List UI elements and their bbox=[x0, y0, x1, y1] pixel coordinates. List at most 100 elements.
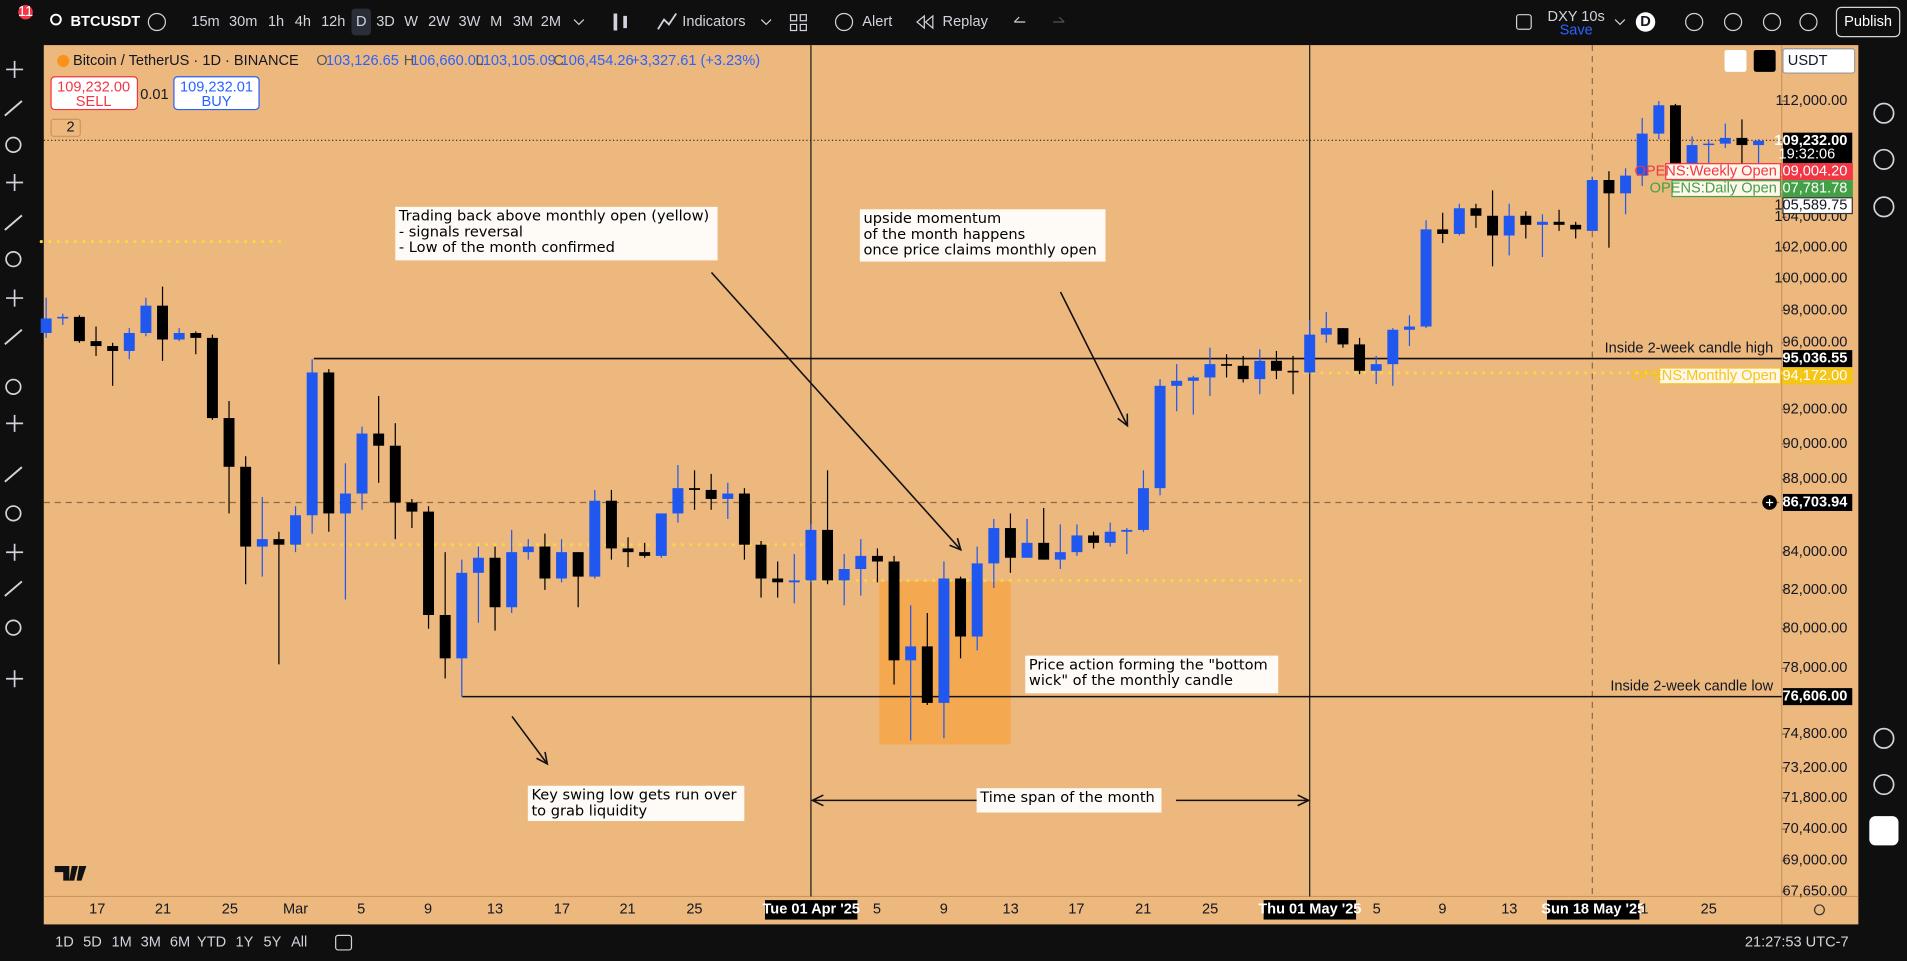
compare-symbol[interactable]: DXY 10s bbox=[1548, 9, 1605, 25]
interval-button[interactable]: 3W bbox=[459, 14, 481, 30]
candle-body bbox=[173, 333, 185, 340]
interval-active-bg bbox=[351, 8, 371, 36]
dot bbox=[1119, 578, 1123, 582]
toolbar-icon[interactable] bbox=[1799, 12, 1818, 32]
tool-icon[interactable] bbox=[6, 670, 24, 688]
tool-icon[interactable] bbox=[4, 214, 23, 231]
tool-icon[interactable] bbox=[4, 328, 23, 346]
layout-checkbox[interactable] bbox=[1515, 14, 1532, 30]
interval-button[interactable]: 30m bbox=[229, 14, 257, 30]
interval-button[interactable]: 15m bbox=[191, 14, 219, 30]
range-button[interactable]: 5D bbox=[83, 935, 102, 951]
replay-button[interactable]: Replay bbox=[943, 14, 989, 30]
dot bbox=[1388, 371, 1392, 375]
chevron[interactable] bbox=[760, 19, 772, 26]
add-symbol[interactable] bbox=[147, 12, 167, 32]
chevron[interactable] bbox=[1614, 19, 1626, 26]
interval-button[interactable]: 2W bbox=[428, 14, 450, 30]
candle-body bbox=[323, 372, 335, 514]
clock: 21:27:53 UTC-7 bbox=[1745, 935, 1849, 951]
range-button[interactable]: 1Y bbox=[236, 935, 254, 951]
side-icon[interactable] bbox=[1873, 196, 1895, 218]
publish-button[interactable] bbox=[1835, 6, 1901, 38]
toolbar-icon[interactable] bbox=[1685, 12, 1704, 32]
tool-icon[interactable] bbox=[5, 136, 22, 153]
interval-button[interactable]: M bbox=[490, 14, 502, 30]
range-button[interactable]: All bbox=[291, 935, 307, 951]
avatar[interactable] bbox=[1635, 12, 1656, 32]
alert-button[interactable]: Alert bbox=[862, 14, 892, 30]
interval-button[interactable]: D bbox=[356, 14, 367, 30]
y-tick-label: 69,000.00 bbox=[1783, 852, 1848, 868]
tool-icon[interactable] bbox=[6, 60, 24, 78]
arrow-head bbox=[1297, 794, 1311, 807]
tool-icon[interactable] bbox=[5, 378, 22, 396]
dot bbox=[39, 239, 43, 244]
tool-icon[interactable] bbox=[4, 100, 23, 117]
side-icon[interactable] bbox=[1873, 148, 1895, 171]
dot bbox=[1162, 578, 1166, 582]
undo-icon[interactable] bbox=[1013, 16, 1026, 23]
candle-body bbox=[1669, 105, 1681, 169]
interval-button[interactable]: 1h bbox=[268, 14, 284, 30]
toolbar-icon[interactable] bbox=[1723, 12, 1743, 32]
interval-button[interactable]: 3M bbox=[513, 14, 533, 30]
range-button[interactable]: 5Y bbox=[264, 935, 282, 951]
side-icon[interactable] bbox=[1873, 102, 1895, 124]
y-tick-label: 96,000.00 bbox=[1783, 335, 1848, 351]
dot bbox=[855, 578, 859, 582]
layout-icon[interactable] bbox=[789, 14, 807, 32]
dot bbox=[382, 543, 386, 547]
indicator-toggle[interactable] bbox=[50, 118, 81, 137]
crosshair-tag bbox=[1782, 493, 1853, 511]
y-tick-label: 71,800.00 bbox=[1783, 790, 1848, 806]
interval-button[interactable]: 3D bbox=[376, 14, 395, 30]
candle-body bbox=[1137, 488, 1149, 530]
tool-icon[interactable] bbox=[4, 466, 23, 483]
sell-button[interactable] bbox=[50, 76, 139, 111]
dot bbox=[1618, 371, 1622, 375]
tool-icon[interactable] bbox=[6, 174, 24, 192]
tool-icon[interactable] bbox=[5, 251, 22, 268]
range-button[interactable]: 3M bbox=[141, 935, 161, 951]
interval-button[interactable]: W bbox=[404, 14, 418, 30]
symbol[interactable]: BTCUSDT bbox=[71, 14, 141, 30]
indicators-button[interactable]: Indicators bbox=[682, 14, 745, 30]
dot bbox=[124, 239, 129, 244]
buy-button[interactable] bbox=[173, 76, 260, 111]
chevron[interactable] bbox=[573, 19, 585, 26]
interval-button[interactable]: 12h bbox=[321, 14, 345, 30]
redo-icon[interactable] bbox=[1053, 16, 1065, 23]
publish-label[interactable]: Publish bbox=[1844, 14, 1892, 30]
interval-button[interactable]: 4h bbox=[295, 14, 311, 30]
tool-icon[interactable] bbox=[4, 580, 23, 597]
chart-type-icon[interactable] bbox=[613, 13, 627, 31]
dot bbox=[1601, 371, 1605, 375]
range-button[interactable]: YTD bbox=[197, 935, 226, 951]
currency-select[interactable] bbox=[1782, 48, 1856, 74]
range-button[interactable]: 6M bbox=[170, 935, 190, 951]
calendar-icon[interactable] bbox=[335, 934, 353, 951]
tool-icon[interactable] bbox=[6, 414, 24, 432]
settings-icon[interactable] bbox=[1813, 904, 1825, 916]
x-tick-label: 13 bbox=[1501, 902, 1517, 918]
tool-icon[interactable] bbox=[6, 543, 24, 561]
candle-body bbox=[1354, 344, 1366, 371]
tool-icon[interactable] bbox=[6, 289, 24, 307]
chart-button[interactable] bbox=[1753, 49, 1776, 72]
range-button[interactable]: 1D bbox=[55, 935, 74, 951]
candle-body bbox=[1254, 360, 1266, 380]
dot bbox=[638, 543, 642, 547]
dot bbox=[1289, 578, 1293, 582]
tool-icon[interactable] bbox=[5, 505, 22, 522]
tool-icon[interactable] bbox=[5, 619, 22, 636]
side-icon[interactable] bbox=[1873, 727, 1895, 749]
y-tick-label: 98,000.00 bbox=[1783, 302, 1848, 318]
chart-button[interactable] bbox=[1724, 49, 1747, 72]
side-icon[interactable] bbox=[1869, 816, 1899, 846]
dot bbox=[1179, 578, 1183, 582]
interval-button[interactable]: 2M bbox=[541, 14, 561, 30]
side-icon[interactable] bbox=[1873, 773, 1895, 796]
range-button[interactable]: 1M bbox=[111, 935, 131, 951]
toolbar-icon[interactable] bbox=[1762, 12, 1782, 32]
